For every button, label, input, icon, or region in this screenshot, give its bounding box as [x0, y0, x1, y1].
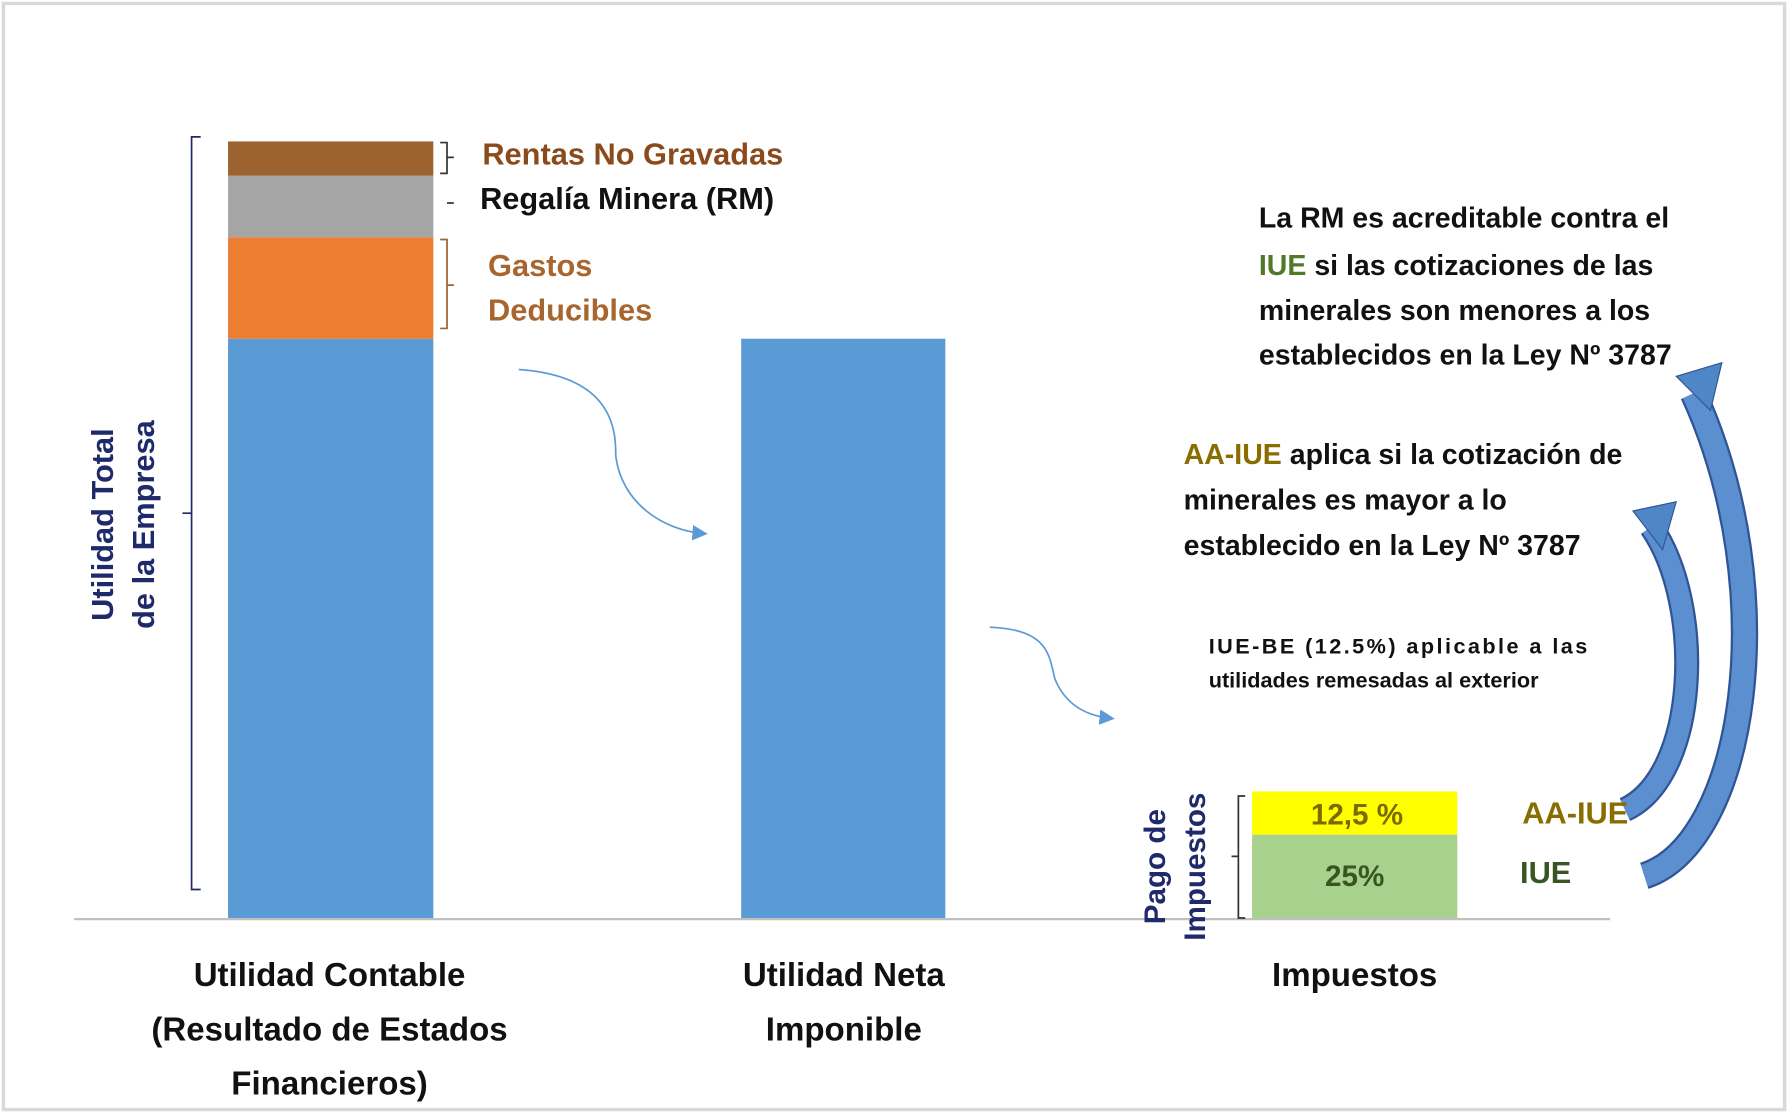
note: AA-IUE aplica si la cotización de: [1184, 439, 1623, 471]
note: IUE-BE (12.5%) aplicable a las: [1209, 633, 1588, 658]
segment-label: Gastos: [488, 248, 592, 283]
note-highlight: IUE: [1259, 249, 1307, 281]
bracket-label: Utilidad Total: [85, 428, 120, 621]
rate-label: 12,5 %: [1311, 798, 1403, 831]
segment-label: Regalía Minera (RM): [480, 181, 774, 216]
category-label: Utilidad Neta: [743, 957, 946, 994]
bar-aa-iue: [1252, 791, 1458, 835]
note: utilidades remesadas al exterior: [1209, 668, 1539, 693]
bar-regalia: [228, 175, 434, 238]
bracket: [440, 238, 454, 330]
flow-arrow: [518, 368, 708, 541]
note: La RM es acreditable contra el: [1259, 203, 1669, 235]
tax-label: Pago de: [1139, 809, 1172, 924]
category-label: (Resultado de Estados: [151, 1012, 507, 1049]
tax-name: AA-IUE: [1522, 795, 1628, 830]
segment-label: Deducibles: [488, 293, 652, 328]
note: IUE si las cotizaciones de las: [1259, 249, 1653, 281]
category-label: Financieros): [231, 1065, 428, 1102]
bar-imponible: [741, 338, 946, 918]
curved-arrow: [1619, 521, 1697, 819]
bracket: [440, 141, 454, 175]
bracket-label: de la Empresa: [126, 419, 161, 629]
arrow-head: [1631, 501, 1678, 551]
note: minerales es mayor a lo: [1184, 484, 1507, 516]
rate-label: 25%: [1325, 860, 1384, 893]
note: establecido en la Ley Nº 3787: [1184, 530, 1581, 562]
note: minerales son menores a los: [1259, 295, 1650, 327]
category-label: Imponible: [766, 1012, 922, 1049]
note-text: si las cotizaciones de las: [1306, 249, 1653, 281]
bar-rentas: [228, 141, 434, 176]
note-text: aplica si la cotización de: [1282, 439, 1623, 471]
bar-iue: [1252, 834, 1458, 918]
category-label: Impuestos: [1272, 957, 1437, 994]
bracket: [1231, 795, 1246, 919]
bar-utilidad-neta: [228, 338, 434, 918]
arrow-head: [1675, 361, 1723, 412]
tax-label: Impuestos: [1179, 793, 1212, 941]
bracket: [182, 136, 201, 891]
category-label: Utilidad Contable: [194, 957, 466, 994]
segment-label: Rentas No Gravadas: [482, 136, 783, 171]
curved-arrow: [1640, 388, 1756, 887]
tax-name: IUE: [1520, 855, 1571, 890]
note-highlight: AA-IUE: [1184, 439, 1282, 471]
bar-gastos: [228, 237, 434, 339]
note: establecidos en la Ley Nº 3787: [1259, 339, 1672, 371]
flow-arrow: [989, 626, 1115, 725]
